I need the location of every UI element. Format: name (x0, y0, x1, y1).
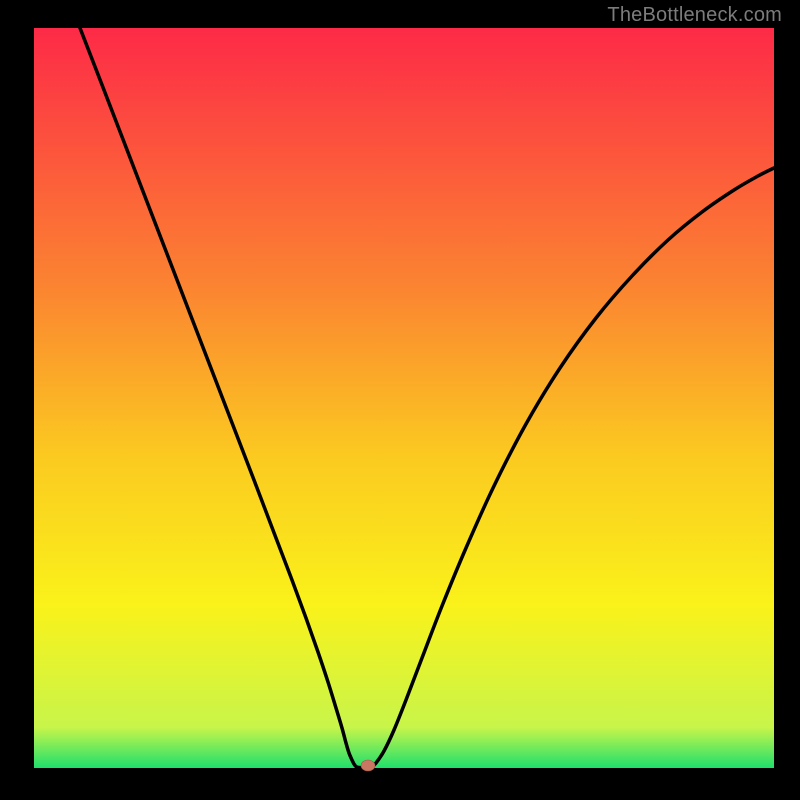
plot-gradient-area (34, 28, 774, 768)
bottleneck-curve (80, 28, 774, 768)
watermark-text: TheBottleneck.com (607, 4, 782, 27)
minimum-marker (361, 760, 375, 771)
curve-svg (34, 28, 774, 768)
